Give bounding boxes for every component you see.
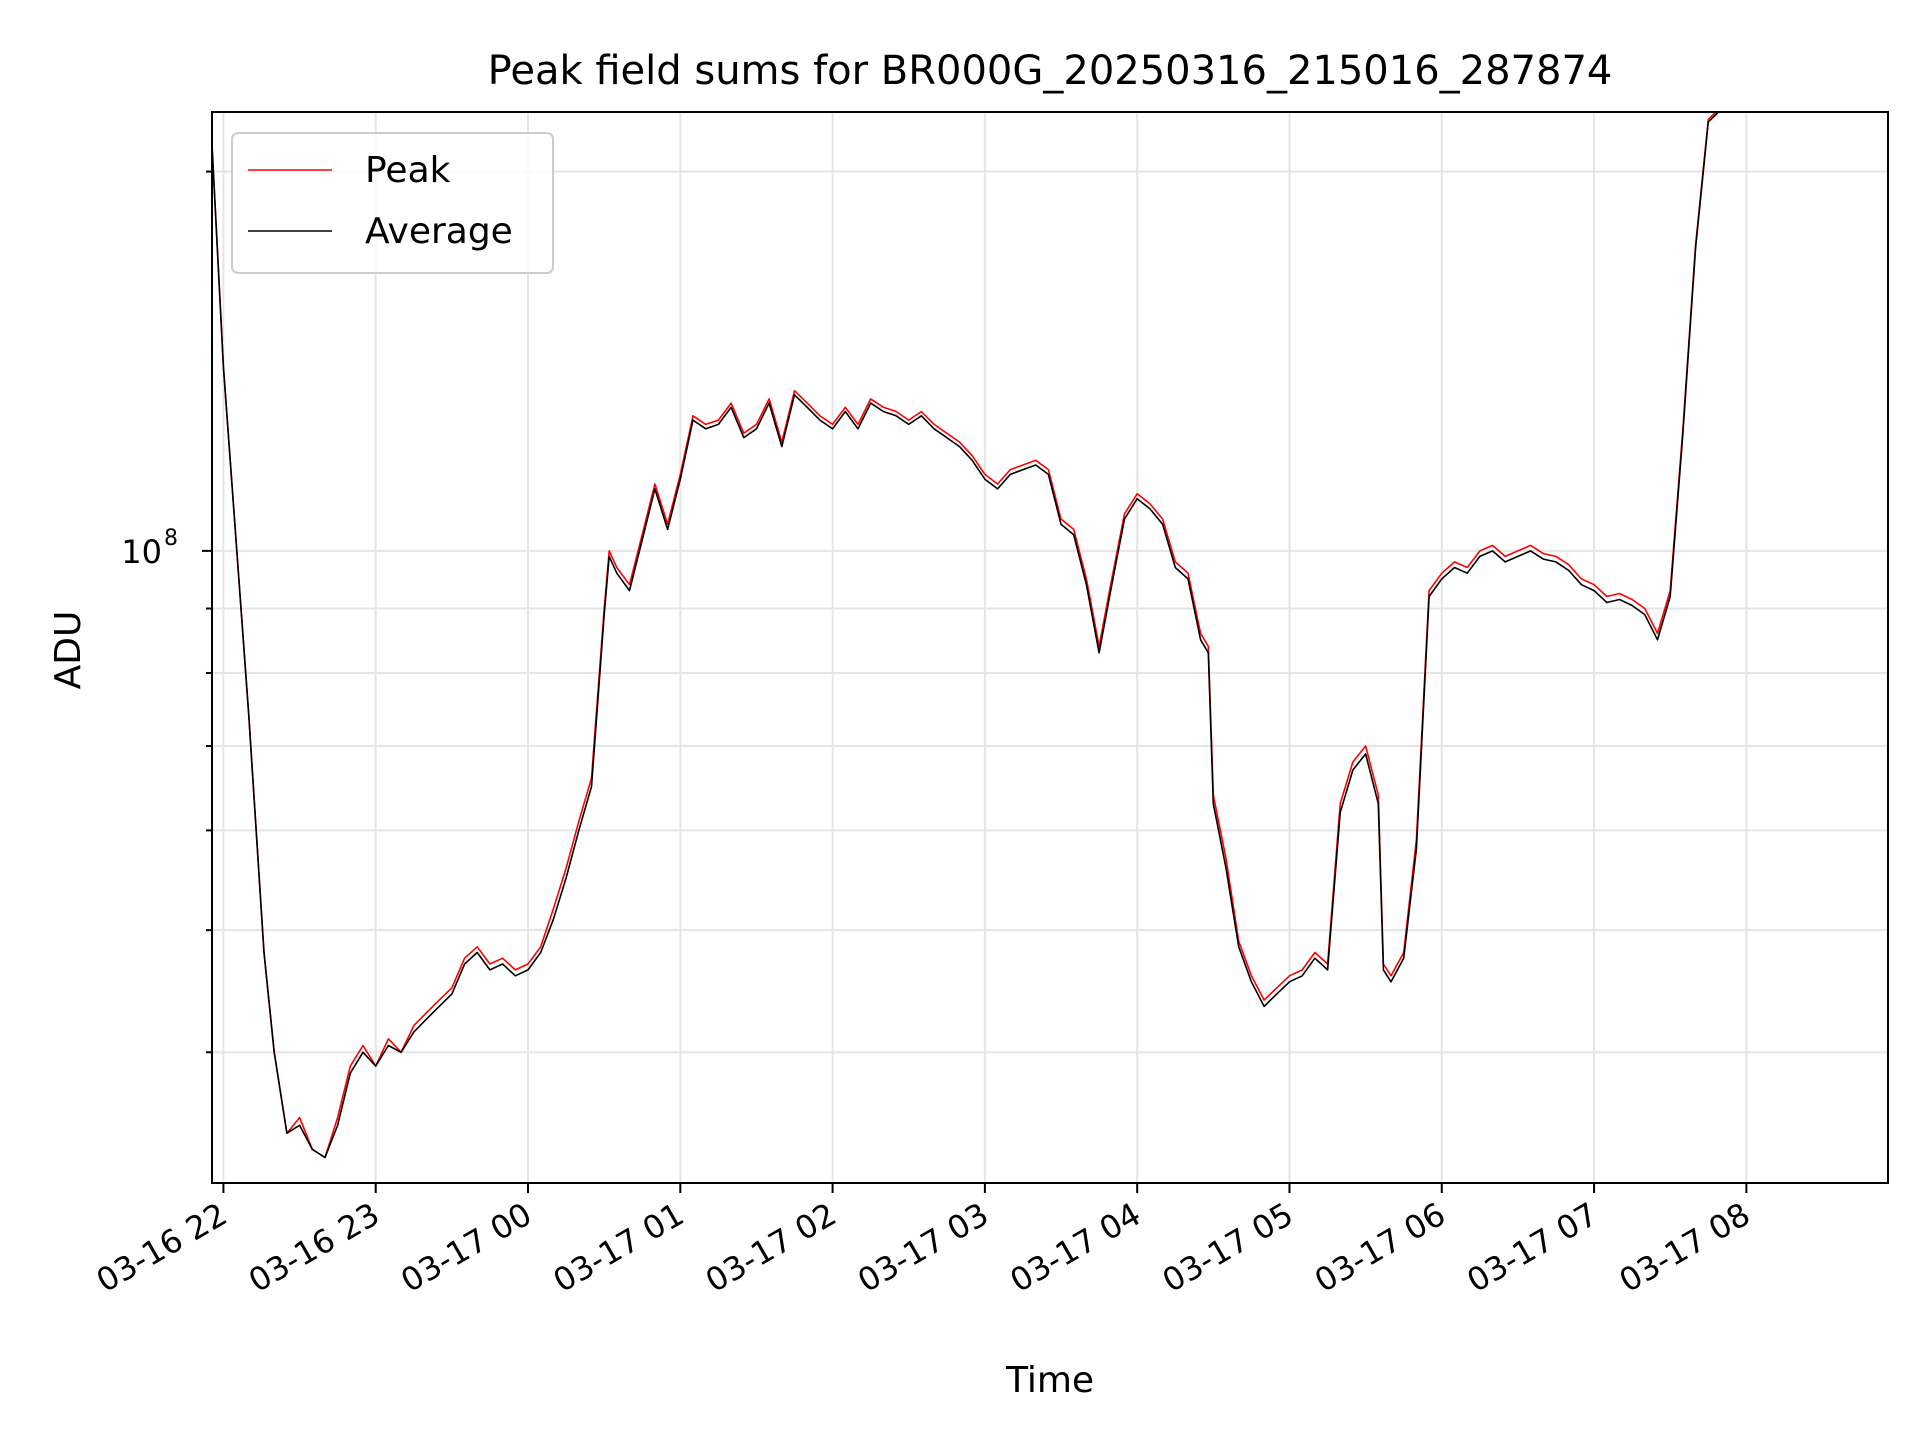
y-tick-label-exponent: 8 <box>164 526 178 551</box>
y-axis-label: ADU <box>48 611 89 690</box>
legend-box <box>231 132 554 274</box>
legend-label-peak: Peak <box>365 150 451 191</box>
grid <box>212 112 1888 1183</box>
legend: Peak Average <box>231 132 554 274</box>
x-axis-label: Time <box>1005 1360 1094 1401</box>
chart-title: Peak field sums for BR000G_20250316_2150… <box>488 48 1613 94</box>
legend-label-average: Average <box>365 211 513 252</box>
series-line-peak <box>212 112 1718 1159</box>
series-line-average <box>212 112 1720 1159</box>
plot-frame <box>211 111 1889 1184</box>
y-tick-label: 10 <box>121 533 162 571</box>
plot-series <box>212 112 1720 1159</box>
y-axis: 10 8 <box>121 170 212 1054</box>
